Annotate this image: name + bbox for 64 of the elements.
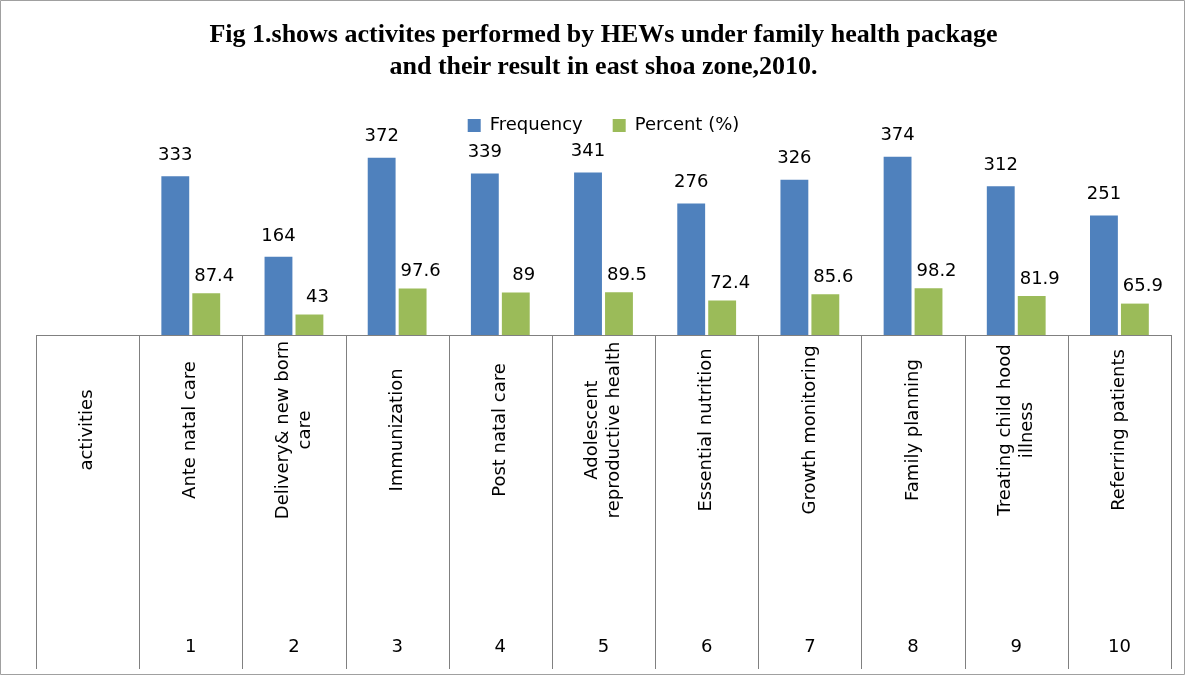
bar xyxy=(986,186,1015,335)
text: 9 xyxy=(1010,634,1022,656)
data-label: 72.4 xyxy=(710,271,751,293)
bar xyxy=(883,156,912,335)
data-label: 85.6 xyxy=(813,264,854,286)
x-tick-label: activities xyxy=(75,389,97,471)
bar xyxy=(192,293,221,335)
text: 3 xyxy=(391,634,403,656)
x-tick-label: Ante natal care xyxy=(178,361,200,499)
legend-label: Frequency xyxy=(489,113,584,135)
bar xyxy=(677,203,706,335)
legend-label: Percent (%) xyxy=(634,113,740,135)
bar xyxy=(605,292,633,335)
data-label: 98.2 xyxy=(916,258,957,280)
text: 8 xyxy=(907,634,919,656)
x-tick-label: Family planning xyxy=(900,359,922,501)
bar xyxy=(811,294,840,335)
data-label: 251 xyxy=(1086,182,1122,204)
data-label: 374 xyxy=(880,123,915,145)
text: 4 xyxy=(494,634,507,656)
x-tick-label: Referring patients xyxy=(1107,349,1129,511)
chart-title: Fig 1.shows activites performed by HEWs under family health package and their result in east shoa zone,2010. xyxy=(209,19,998,80)
data-label: 65.9 xyxy=(1122,274,1163,296)
bar xyxy=(780,179,809,335)
bar xyxy=(914,288,943,335)
bar xyxy=(574,172,602,335)
x-tick-label: Post natal care xyxy=(487,363,509,497)
bar xyxy=(470,173,499,335)
data-label: 372 xyxy=(364,124,399,146)
data-label: 164 xyxy=(261,223,296,245)
data-label: 341 xyxy=(570,139,606,161)
x-tick-label: Delivery& new born care xyxy=(270,340,314,520)
text: 10 xyxy=(1107,634,1131,656)
data-label: 333 xyxy=(158,143,193,164)
text: 5 xyxy=(597,634,610,656)
data-label: 89 xyxy=(512,263,536,285)
x-tick-label: Growth monitoring xyxy=(797,345,819,515)
data-label: 97.6 xyxy=(400,259,441,281)
data-label: 89.5 xyxy=(606,263,648,285)
bar xyxy=(501,292,530,335)
data-label: 326 xyxy=(777,146,812,168)
data-label: 81.9 xyxy=(1019,266,1060,288)
text: 1 xyxy=(185,634,197,656)
x-tick-label: Treating child hood illness xyxy=(992,344,1036,517)
bar xyxy=(1120,303,1149,335)
x-tick-label: Adolescent reproductive health xyxy=(580,341,624,519)
bar xyxy=(398,288,427,335)
text: 7 xyxy=(804,634,816,656)
data-label: 339 xyxy=(467,140,503,162)
data-label: 43 xyxy=(305,285,329,307)
x-tick-label: Essential nutrition xyxy=(694,348,716,512)
bar xyxy=(295,314,324,335)
bar xyxy=(264,256,293,335)
bar xyxy=(161,176,190,335)
bar xyxy=(1090,215,1118,335)
data-label: 312 xyxy=(983,153,1018,174)
bar xyxy=(708,300,737,335)
bar xyxy=(1017,295,1046,335)
data-label: 87.4 xyxy=(194,264,235,286)
x-tick-label: Immunization xyxy=(384,368,406,492)
bar xyxy=(367,157,396,335)
data-label: 276 xyxy=(674,170,709,192)
text: 6 xyxy=(700,634,713,656)
text: 2 xyxy=(288,634,300,656)
